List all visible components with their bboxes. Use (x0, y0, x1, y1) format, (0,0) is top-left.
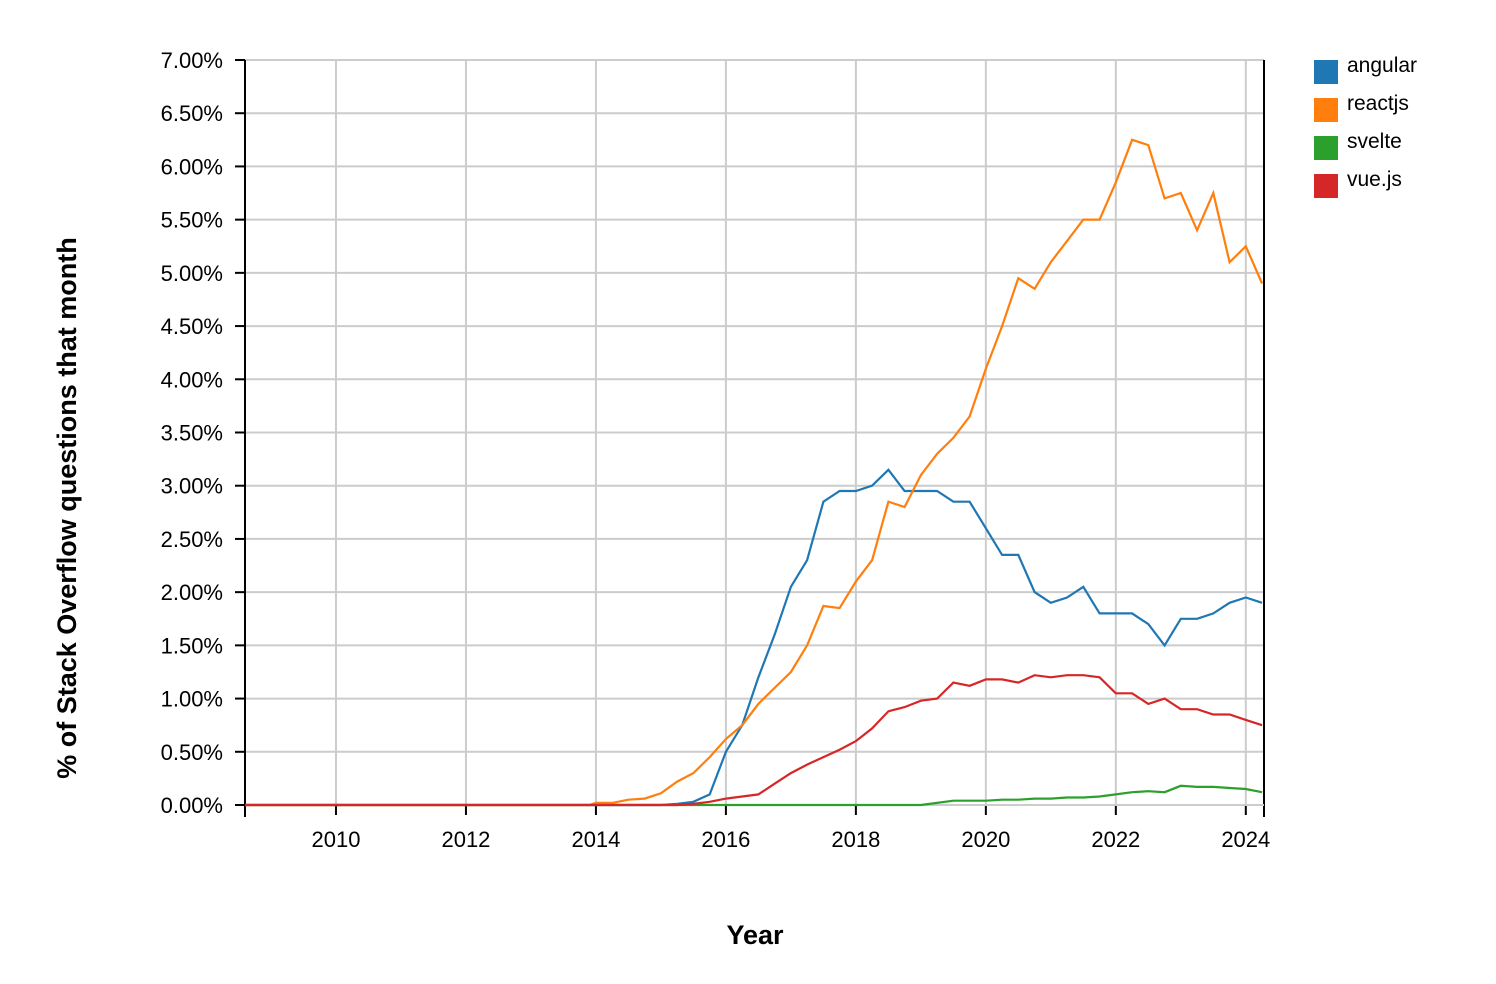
x-axis-title: Year (726, 920, 784, 950)
y-tick-label: 4.00% (161, 367, 223, 392)
y-axis-title: % of Stack Overflow questions that month (52, 237, 82, 779)
y-tick-label: 1.00% (161, 687, 223, 712)
y-tick-label: 2.00% (161, 580, 223, 605)
legend-swatch (1314, 174, 1338, 198)
y-tick-label: 7.00% (161, 48, 223, 73)
line-series (245, 674, 1263, 807)
line-series (245, 468, 1263, 807)
line-series (245, 138, 1264, 807)
y-tick-label: 5.00% (161, 261, 223, 286)
y-tick-label: 1.50% (161, 633, 223, 658)
x-tick-label: 2024 (1221, 827, 1270, 852)
y-tick-label: 0.50% (161, 740, 223, 765)
y-tick-label: 4.50% (161, 314, 223, 339)
y-tick-label: 3.50% (161, 421, 223, 446)
x-tick-label: 2014 (571, 827, 620, 852)
legend-swatch (1314, 136, 1338, 160)
x-tick-label: 2020 (961, 827, 1010, 852)
y-tick-label: 6.50% (161, 101, 223, 126)
x-tick-label: 2018 (831, 827, 880, 852)
y-tick-label: 3.00% (161, 474, 223, 499)
x-tick-label: 2016 (701, 827, 750, 852)
legend-label: vue.js (1347, 168, 1402, 191)
legend-label: angular (1347, 54, 1417, 77)
y-tick-label: 6.00% (161, 154, 223, 179)
x-tick-label: 2010 (312, 827, 361, 852)
y-tick-label: 2.50% (161, 527, 223, 552)
legend-swatch (1314, 60, 1338, 84)
y-tick-label: 5.50% (161, 208, 223, 233)
x-tick-label: 2012 (441, 827, 490, 852)
legend-swatch (1314, 98, 1338, 122)
x-tick-label: 2022 (1091, 827, 1140, 852)
legend-label: reactjs (1347, 92, 1409, 115)
y-tick-label: 0.00% (161, 793, 223, 818)
legend-label: svelte (1347, 130, 1402, 153)
